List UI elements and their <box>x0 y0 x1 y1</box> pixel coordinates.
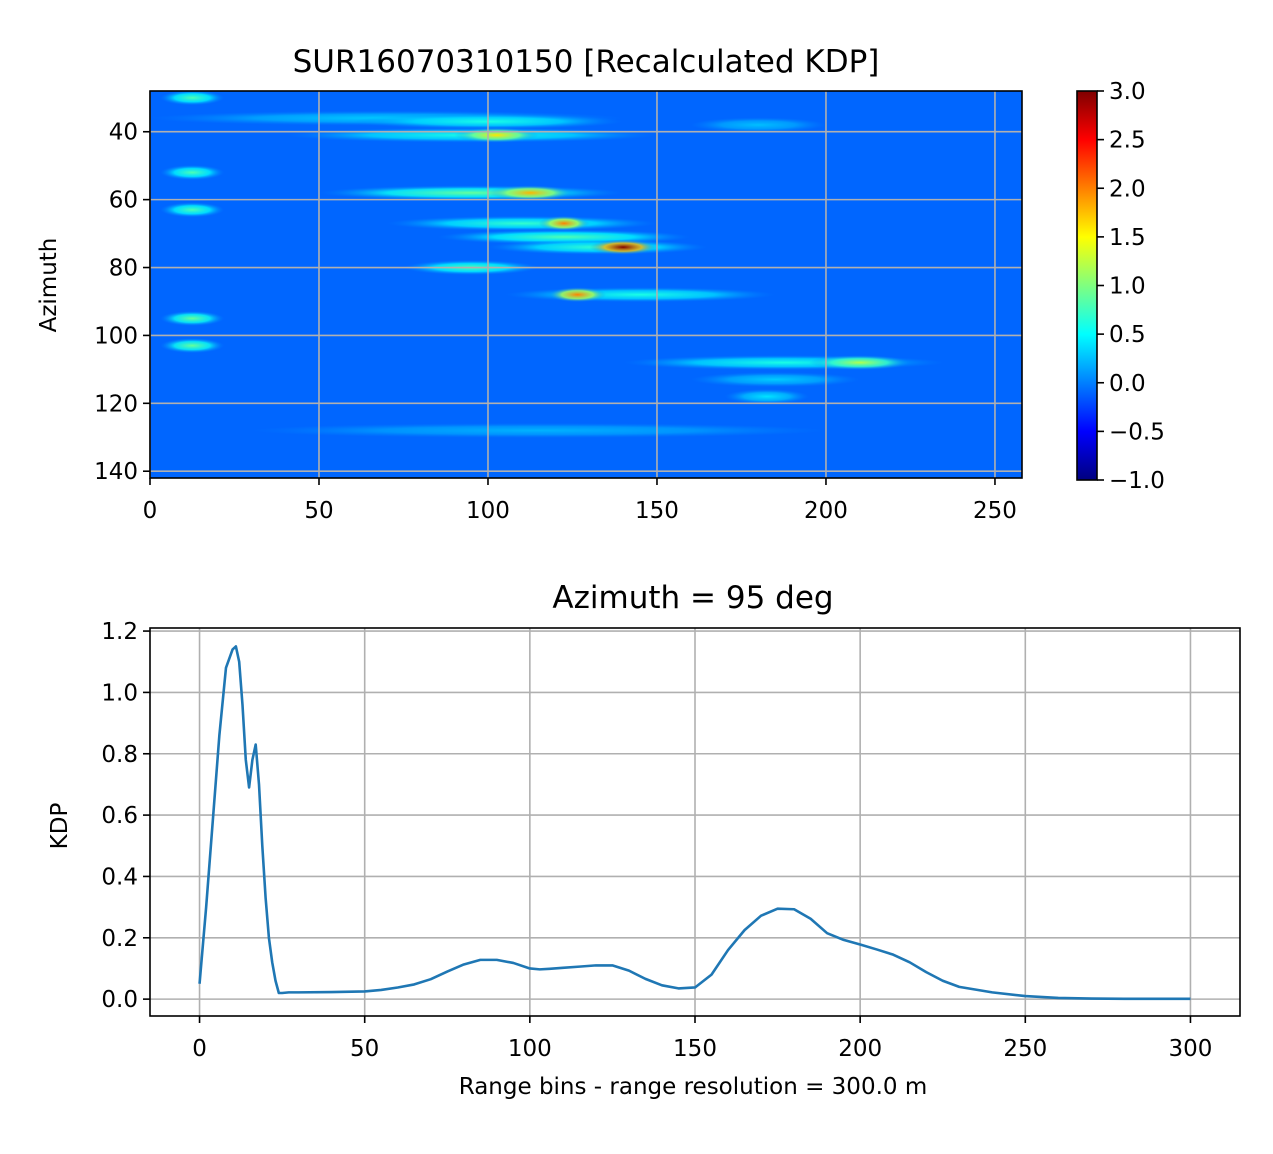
heatmap-cell <box>160 91 225 106</box>
line-y-tick-label: 0.4 <box>101 864 138 890</box>
heatmap-y-axis-label: Azimuth <box>36 238 62 333</box>
colorbar-tick-label: 2.5 <box>1109 128 1146 154</box>
colorbar-tick-label: 3.0 <box>1109 79 1146 105</box>
colorbar-tick-label: 0.0 <box>1109 371 1146 397</box>
line-y-tick-label: 1.2 <box>101 619 138 645</box>
colorbar-tick-label: 0.5 <box>1109 322 1146 348</box>
line-chart-title: Azimuth = 95 deg <box>552 580 833 616</box>
line-chart-x-axis-label: Range bins - range resolution = 300.0 m <box>459 1074 928 1100</box>
line-chart-grid <box>150 628 1240 1016</box>
heatmap-title: SUR16070310150 [Recalculated KDP] <box>293 44 880 80</box>
line-x-tick-label: 300 <box>1169 1036 1213 1062</box>
line-x-tick-label: 50 <box>350 1036 379 1062</box>
line-chart-y-axis: 0.0 0.2 0.4 0.6 0.8 1.0 1.2 <box>101 619 150 1013</box>
heatmap-cell <box>538 215 590 231</box>
heatmap-cell <box>386 215 657 231</box>
heatmap-cell <box>160 310 225 326</box>
line-x-tick-label: 0 <box>192 1036 207 1062</box>
heatmap-grid <box>149 91 1022 478</box>
heatmap-y-tick-label: 120 <box>94 391 138 417</box>
heatmap-chart: SUR16070310150 [Recalculated KDP] 0 50 100… <box>36 44 1023 524</box>
heatmap-y-tick-label: 140 <box>94 459 138 485</box>
line-y-tick-label: 0.6 <box>101 803 138 829</box>
line-y-tick-label: 0.0 <box>101 987 138 1013</box>
heatmap-y-tick-label: 100 <box>94 323 138 349</box>
heatmap-features <box>150 91 945 438</box>
heatmap-background <box>150 91 1022 478</box>
heatmap-cell <box>589 239 657 255</box>
colorbar-tick-label: 2.0 <box>1109 176 1146 202</box>
heatmap-y-tick-label: 80 <box>109 256 138 282</box>
heatmap-x-tick-label: 150 <box>635 498 679 524</box>
heatmap-cell <box>487 185 573 201</box>
line-chart-y-axis-label: KDP <box>47 803 73 850</box>
heatmap-cell <box>809 355 911 371</box>
line-y-tick-label: 0.8 <box>101 742 138 768</box>
heatmap-cell <box>251 422 826 438</box>
line-chart-x-axis: 0 50 100 150 200 250 300 <box>192 1016 1212 1062</box>
heatmap-x-tick-label: 250 <box>973 498 1017 524</box>
line-x-tick-label: 150 <box>673 1036 717 1062</box>
line-chart: Azimuth = 95 deg 0 50 100 150 200 250 300 0.00… <box>47 580 1241 1100</box>
heatmap-frame <box>149 90 1023 479</box>
colorbar-tick-label: 1.0 <box>1109 274 1146 300</box>
heatmap-cell <box>160 164 225 180</box>
heatmap-x-tick-label: 100 <box>466 498 510 524</box>
heatmap-cell <box>318 185 624 201</box>
heatmap-x-tick-label: 50 <box>304 498 333 524</box>
line-x-tick-label: 100 <box>508 1036 552 1062</box>
colorbar-tick-label: −1.0 <box>1109 468 1165 494</box>
heatmap-y-axis: 40 60 80 100 120 140 <box>94 120 150 485</box>
heatmap-cell <box>690 117 826 133</box>
heatmap-cell <box>160 202 225 218</box>
heatmap-y-tick-label: 40 <box>109 120 138 146</box>
heatmap-y-tick-label: 60 <box>109 188 138 214</box>
colorbar: 3.0 2.5 2.0 1.5 1.0 0.5 0.0 −0.5 −1.0 <box>1076 79 1165 494</box>
line-x-tick-label: 250 <box>1003 1036 1047 1062</box>
colorbar-ticks: 3.0 2.5 2.0 1.5 1.0 0.5 0.0 −0.5 −1.0 <box>1097 79 1165 494</box>
heatmap-cell <box>454 127 539 143</box>
heatmap-cell <box>724 389 810 405</box>
line-y-tick-label: 0.2 <box>101 926 138 952</box>
heatmap-x-axis: 0 50 100 150 200 250 <box>143 478 1017 524</box>
heatmap-cell <box>548 287 607 303</box>
heatmap-cell <box>504 287 776 303</box>
colorbar-gradient <box>1076 90 1098 481</box>
heatmap-cell <box>160 338 225 354</box>
colorbar-tick-label: −0.5 <box>1109 419 1165 445</box>
line-y-tick-label: 1.0 <box>101 680 138 706</box>
line-x-tick-label: 200 <box>838 1036 882 1062</box>
heatmap-x-tick-label: 0 <box>143 498 158 524</box>
heatmap-cell <box>690 372 860 388</box>
colorbar-tick-label: 1.5 <box>1109 225 1146 251</box>
kdp-series-line <box>198 645 1191 1001</box>
heatmap-x-tick-label: 200 <box>804 498 848 524</box>
